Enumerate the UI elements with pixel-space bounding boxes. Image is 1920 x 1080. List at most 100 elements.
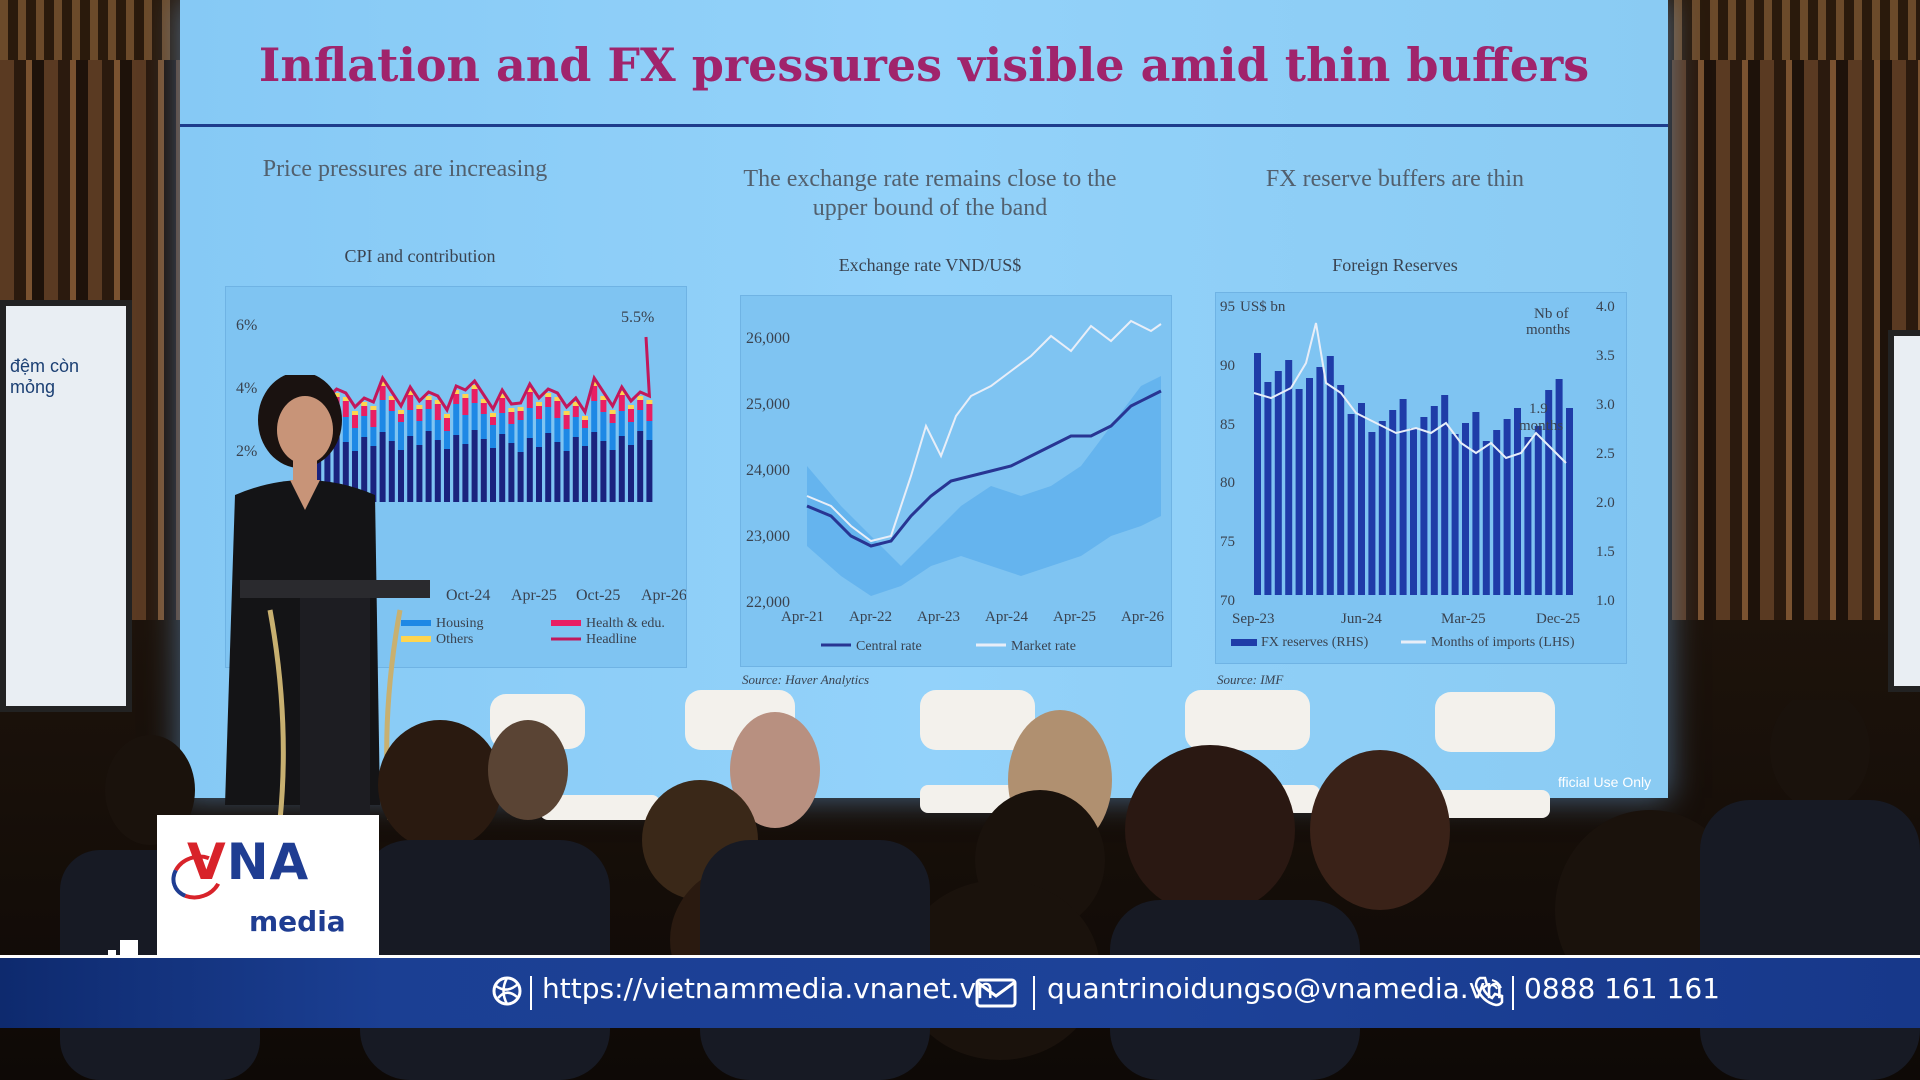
cpi-bars	[306, 382, 653, 502]
reserves-bar	[1295, 389, 1303, 595]
projection-screen: Inflation and FX pressures visible amid …	[180, 0, 1668, 798]
cpi-bar-segment	[416, 409, 423, 421]
separator	[1512, 976, 1514, 1010]
legend-central-rate: Central rate	[856, 639, 922, 654]
cpi-bar-segment	[444, 414, 450, 418]
cpi-bar-segment	[646, 440, 653, 502]
phone-number[interactable]: 0888 161 161	[1524, 972, 1720, 1005]
reserves-bar	[1337, 385, 1345, 595]
stage-chair-seat	[540, 795, 660, 820]
reserves-bar	[1534, 426, 1542, 595]
cpi-bar-segment	[591, 432, 598, 502]
reserves-bar	[1399, 399, 1407, 595]
cpi-bar-segment	[434, 420, 441, 440]
reserves-unit-right: months	[1526, 322, 1570, 338]
legend-headline: Headline	[586, 632, 637, 647]
cpi-bar-segment	[398, 410, 404, 414]
cpi-bar-segment	[480, 414, 487, 439]
cpi-bar-segment	[425, 396, 432, 400]
cpi-bar-segment	[361, 437, 368, 502]
fx-central-rate-line	[806, 389, 1162, 548]
reserves-x-label: Dec-25	[1536, 611, 1580, 627]
fx-x-label: Apr-23	[917, 609, 960, 625]
cpi-bar-segment	[563, 415, 570, 429]
cpi-bar-segment	[434, 404, 441, 420]
audience-head	[1125, 745, 1295, 915]
reserves-bar	[1451, 434, 1459, 595]
reserves-bar	[1430, 406, 1438, 595]
cpi-bar-segment	[499, 398, 506, 413]
cpi-bar-segment	[609, 423, 616, 450]
reserves-y-left: 90	[1220, 358, 1235, 374]
fx-y-label: 25,000	[746, 396, 790, 413]
cpi-bar-segment	[517, 407, 524, 411]
cpi-bar-segment	[563, 411, 570, 415]
cpi-bar-segment	[370, 446, 377, 502]
reserves-bar	[1274, 371, 1282, 595]
cpi-bar-segment	[444, 449, 450, 502]
cpi-bar-segment	[462, 415, 469, 444]
cpi-bar-segment	[453, 435, 460, 502]
cpi-bar-segment	[545, 433, 552, 502]
cpi-bar-segment	[572, 402, 579, 406]
slide-title: Inflation and FX pressures visible amid …	[258, 38, 1590, 92]
cpi-bar-segment	[407, 436, 414, 502]
cpi-bar-segment	[490, 448, 496, 502]
reserves-y-left: 80	[1220, 475, 1235, 491]
separator	[530, 976, 532, 1010]
cpi-bar-segment	[572, 437, 579, 502]
legend-market-rate: Market rate	[1011, 639, 1076, 654]
globe-icon	[492, 976, 522, 1006]
website-link[interactable]: https://vietnammedia.vnanet.vn	[542, 972, 994, 1005]
cpi-bar-segment	[388, 400, 395, 411]
cpi-bar-segment	[526, 408, 533, 438]
cpi-bar-segment	[379, 400, 386, 432]
cpi-bar-segment	[462, 398, 469, 415]
cpi-bar-segment	[499, 413, 506, 434]
reserves-bar	[1441, 395, 1449, 595]
reserves-y-right: 2.5	[1596, 446, 1615, 462]
audience-head	[488, 720, 568, 820]
reserves-bar	[1368, 432, 1376, 595]
side-screen-text: đệm còn mỏng	[10, 356, 80, 397]
reserves-bar	[1524, 437, 1532, 595]
cpi-y-label: 6%	[236, 317, 257, 334]
fx-x-label: Apr-24	[985, 609, 1029, 625]
panel-2-heading: The exchange rate remains close to the u…	[700, 165, 1160, 223]
fx-chart-svg: 26,000 25,000 24,000 23,000 22,000 Apr-2…	[746, 319, 1165, 654]
logo-na: NA	[226, 833, 310, 891]
cpi-bar-segment	[315, 438, 322, 502]
reserves-bar	[1462, 423, 1469, 595]
cpi-bar-segment	[526, 388, 533, 392]
reserves-annotation: 1.9	[1529, 401, 1548, 417]
title-rule	[180, 124, 1668, 127]
cpi-bar-segment	[618, 411, 625, 436]
cpi-bar-segment	[637, 400, 644, 410]
cpi-bar-segment	[591, 401, 598, 432]
cpi-bar-segment	[388, 441, 395, 502]
cpi-y-label: 4%	[236, 380, 257, 397]
email-link[interactable]: quantrinoidungso@vnamedia.vn	[1047, 972, 1504, 1005]
reserves-bar	[1472, 412, 1480, 595]
reserves-bar	[1514, 408, 1521, 595]
legend-fx-reserves: FX reserves (RHS)	[1261, 635, 1369, 650]
panel-3-source: Source: IMF	[1217, 672, 1284, 687]
cpi-bar-segment	[572, 406, 579, 417]
fx-market-rate-line	[806, 319, 1162, 543]
cpi-bar-segment	[480, 399, 487, 403]
cpi-bar-segment	[490, 417, 496, 425]
cpi-bar-segment	[388, 411, 395, 441]
cpi-bar-segment	[342, 401, 349, 417]
reserves-unit-left: US$ bn	[1240, 299, 1286, 315]
fx-y-label: 26,000	[746, 330, 790, 347]
cpi-bar-segment	[342, 442, 349, 502]
cpi-bar-segment	[444, 431, 450, 449]
cpi-bar-segment	[600, 400, 607, 412]
reserves-bar	[1555, 379, 1563, 595]
cpi-bar-segment	[545, 397, 552, 407]
cpi-bar-segment	[628, 422, 634, 445]
mail-icon	[975, 978, 1017, 1008]
cpi-bar-segment	[536, 419, 542, 447]
reserves-chart: 95 US$ bn 90 85 80 75 70 Nb of months 4.…	[1215, 292, 1627, 664]
reserves-bar	[1410, 428, 1417, 595]
